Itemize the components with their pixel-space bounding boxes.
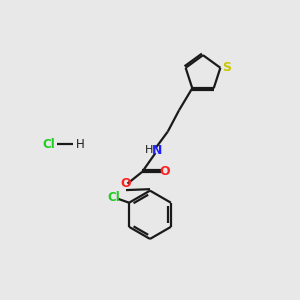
Text: S: S (222, 61, 231, 74)
Text: H: H (145, 145, 153, 155)
Text: H: H (76, 138, 84, 151)
Text: Cl: Cl (42, 138, 55, 151)
Text: O: O (121, 177, 131, 190)
Text: O: O (160, 165, 170, 178)
Text: Cl: Cl (107, 191, 120, 204)
Text: N: N (152, 143, 162, 157)
